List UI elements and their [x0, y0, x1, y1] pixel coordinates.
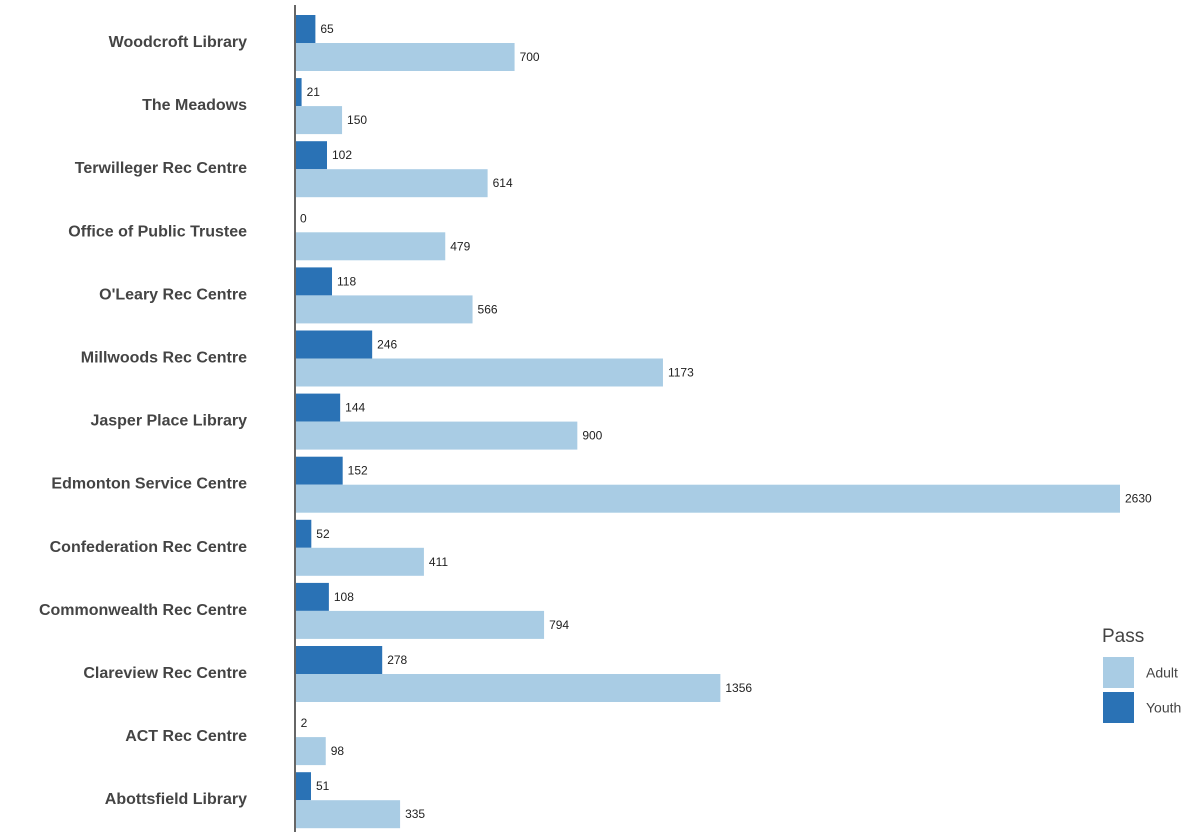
bar-adult-clareview-rec-centre: [295, 674, 721, 702]
category-label-act-rec-centre: ACT Rec Centre: [125, 728, 247, 745]
value-label-youth-millwoods-rec-centre: 246: [377, 338, 397, 352]
legend-title: Pass: [1102, 626, 1144, 647]
value-label-youth-o-leary-rec-centre: 118: [337, 274, 356, 288]
labels-layer: Woodcroft Library 65 700 The Meadows 21 150 Te…: [39, 22, 1152, 821]
value-label-youth-commonwealth-rec-centre: 108: [334, 590, 354, 604]
bar-adult-jasper-place-library: [295, 421, 578, 450]
category-label-office-of-public-trustee: Office of Public Trustee: [68, 223, 247, 240]
bar-youth-o-leary-rec-centre: [295, 267, 333, 296]
category-label-clareview-rec-centre: Clareview Rec Centre: [83, 665, 247, 682]
value-label-youth-woodcroft-library: 65: [320, 22, 334, 36]
category-label-millwoods-rec-centre: Millwoods Rec Centre: [81, 350, 247, 367]
value-label-youth-abottsfield-library: 51: [316, 779, 330, 793]
value-label-youth-terwilleger-rec-centre: 102: [332, 148, 352, 162]
bar-youth-confederation-rec-centre: [295, 519, 312, 548]
bar-adult-confederation-rec-centre: [295, 547, 424, 576]
bar-youth-commonwealth-rec-centre: [295, 582, 329, 611]
legend-label-adult: Adult: [1146, 665, 1178, 681]
category-label-confederation-rec-centre: Confederation Rec Centre: [50, 539, 247, 556]
value-label-adult-act-rec-centre: 98: [331, 744, 345, 758]
value-label-adult-edmonton-service-centre: 2630: [1125, 492, 1152, 506]
bar-youth-the-meadows: [295, 78, 302, 107]
value-label-adult-the-meadows: 150: [347, 113, 367, 127]
bar-youth-abottsfield-library: [295, 772, 311, 801]
value-label-youth-confederation-rec-centre: 52: [316, 527, 330, 541]
value-label-adult-jasper-place-library: 900: [582, 429, 602, 443]
bar-youth-jasper-place-library: [295, 393, 341, 422]
bar-youth-woodcroft-library: [295, 15, 316, 43]
bar-youth-millwoods-rec-centre: [295, 330, 373, 359]
legend-label-youth: Youth: [1146, 700, 1181, 716]
value-label-adult-clareview-rec-centre: 1356: [725, 681, 752, 695]
legend: Pass Adult Youth: [1102, 626, 1181, 723]
bar-adult-office-of-public-trustee: [295, 232, 446, 261]
bar-adult-woodcroft-library: [295, 43, 515, 71]
category-label-the-meadows: The Meadows: [142, 97, 247, 114]
value-label-adult-o-leary-rec-centre: 566: [478, 302, 498, 316]
bar-adult-act-rec-centre: [295, 737, 326, 766]
category-label-commonwealth-rec-centre: Commonwealth Rec Centre: [39, 602, 247, 619]
legend-swatch-youth: [1103, 692, 1134, 723]
value-label-youth-act-rec-centre: 2: [301, 716, 308, 730]
bars-layer: [295, 15, 1120, 829]
bar-adult-o-leary-rec-centre: [295, 295, 473, 324]
category-label-woodcroft-library: Woodcroft Library: [109, 34, 247, 51]
bar-youth-edmonton-service-centre: [295, 456, 343, 485]
category-label-o-leary-rec-centre: O'Leary Rec Centre: [99, 286, 247, 303]
legend-items: Adult Youth: [1103, 657, 1181, 723]
value-label-adult-woodcroft-library: 700: [520, 50, 540, 64]
bar-adult-millwoods-rec-centre: [295, 358, 663, 387]
value-label-adult-confederation-rec-centre: 411: [429, 555, 448, 569]
bar-adult-terwilleger-rec-centre: [295, 169, 488, 198]
value-label-adult-office-of-public-trustee: 479: [450, 239, 470, 253]
bar-adult-the-meadows: [295, 106, 343, 135]
value-label-adult-commonwealth-rec-centre: 794: [549, 618, 569, 632]
bar-youth-terwilleger-rec-centre: [295, 141, 327, 170]
value-label-youth-edmonton-service-centre: 152: [348, 464, 368, 478]
value-label-youth-office-of-public-trustee: 0: [300, 211, 307, 225]
category-label-terwilleger-rec-centre: Terwilleger Rec Centre: [75, 160, 247, 177]
bar-adult-edmonton-service-centre: [295, 484, 1120, 513]
value-label-youth-jasper-place-library: 144: [345, 401, 365, 415]
category-label-jasper-place-library: Jasper Place Library: [90, 413, 247, 430]
category-label-abottsfield-library: Abottsfield Library: [105, 791, 247, 808]
bar-youth-clareview-rec-centre: [295, 646, 383, 674]
value-label-youth-the-meadows: 21: [307, 85, 321, 99]
bar-adult-abottsfield-library: [295, 800, 401, 829]
category-label-edmonton-service-centre: Edmonton Service Centre: [51, 476, 247, 493]
value-label-adult-millwoods-rec-centre: 1173: [668, 366, 694, 380]
value-label-youth-clareview-rec-centre: 278: [387, 653, 407, 667]
value-label-adult-terwilleger-rec-centre: 614: [493, 176, 513, 190]
value-label-adult-abottsfield-library: 335: [405, 807, 425, 821]
legend-swatch-adult: [1103, 657, 1134, 688]
bar-adult-commonwealth-rec-centre: [295, 610, 545, 639]
